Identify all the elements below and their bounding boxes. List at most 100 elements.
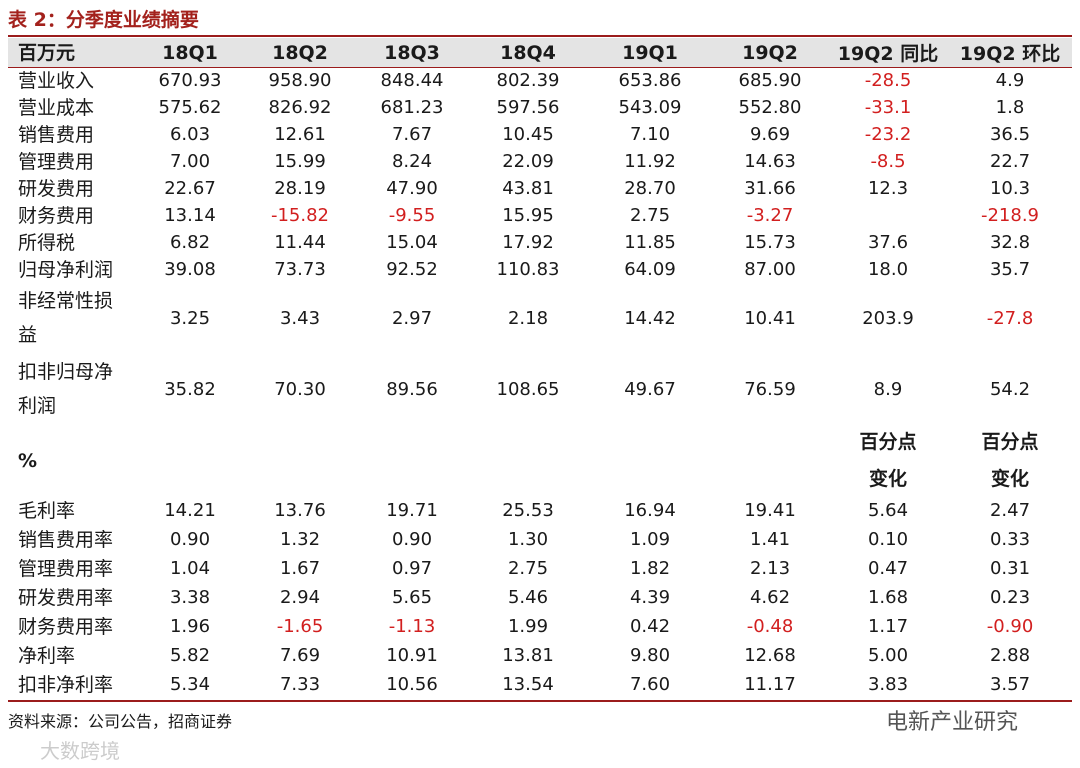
header-cell: 19Q2 环比 [959, 43, 1061, 65]
table-cell: 1.96 [169, 616, 211, 637]
table-cell: 6.82 [169, 232, 211, 253]
table-row: 归母净利润 39.08 73.73 92.52 110.83 64.09 87.00 18.0… [0, 256, 1080, 283]
table-cell: 110.83 [496, 259, 560, 280]
table-cell: 4.9 [995, 70, 1025, 91]
table-row: 销售费用率 0.90 1.32 0.90 1.30 1.09 1.41 0.10 0.33 [0, 525, 1080, 554]
table-cell: 653.86 [618, 70, 682, 91]
table-row: 扣非净利率 5.34 7.33 10.56 13.54 7.60 11.17 3.83 3.57 [0, 670, 1080, 699]
table-cell: -218.9 [980, 205, 1040, 226]
table-cell: -8.5 [870, 151, 906, 172]
table-cell: 0.90 [169, 529, 211, 550]
table-cell: 5.46 [507, 587, 549, 608]
table-cell: 87.00 [744, 259, 796, 280]
table-cell: 0.97 [391, 558, 433, 579]
table-cell: 35.82 [164, 378, 216, 400]
row-label: 财务费用 [18, 204, 95, 227]
table-cell: 0.42 [629, 616, 671, 637]
table-cell: 2.97 [391, 307, 433, 329]
table-cell: 39.08 [164, 259, 216, 280]
table-cell: 10.41 [744, 307, 796, 329]
table-cell: -23.2 [864, 124, 912, 145]
header-rule [8, 67, 1072, 68]
watermark: 电新产业研究 [886, 710, 1019, 735]
row-label: % [18, 450, 38, 472]
table-cell: 17.92 [502, 232, 554, 253]
table-cell: 1.99 [507, 616, 549, 637]
table-cell: 0.10 [867, 529, 909, 550]
table-cell: 7.67 [391, 124, 433, 145]
table-cell: 3.83 [867, 674, 909, 695]
table-cell: 5.65 [391, 587, 433, 608]
table-row: 营业收入 670.93 958.90 848.44 802.39 653.86 685.90… [0, 67, 1080, 94]
table-cell: 9.69 [749, 124, 791, 145]
header-cell: 19Q2 [742, 41, 798, 64]
header-cell: 19Q2 同比 [837, 43, 939, 65]
row-label: 扣非净利率 [18, 673, 114, 696]
table-cell: 70.30 [274, 378, 326, 400]
row-label: 扣非归母净利润 [18, 361, 114, 417]
header-bg [8, 38, 1072, 67]
table-cell: 13.76 [274, 500, 326, 521]
table-cell: 2.75 [507, 558, 549, 579]
table-cell: 1.68 [867, 587, 909, 608]
table-cell: 10.56 [386, 674, 438, 695]
table-cell: 2.88 [989, 645, 1031, 666]
header-cell: 18Q3 [384, 41, 440, 64]
row-label: 营业收入 [18, 69, 95, 92]
row-label: 归母净利润 [18, 258, 114, 281]
table-cell: 670.93 [158, 70, 222, 91]
table-cell: 64.09 [624, 259, 676, 280]
table-cell: 1.41 [749, 529, 791, 550]
table-cell: 681.23 [380, 97, 444, 118]
table-cell: 5.34 [169, 674, 211, 695]
table-cell: 9.80 [629, 645, 671, 666]
source: 资料来源：公司公告，招商证券 [8, 712, 233, 731]
table-cell: -0.90 [986, 616, 1034, 637]
table-row: % 百分点变化 百分点变化 [0, 425, 1080, 497]
table-cell: 575.62 [158, 97, 222, 118]
row-label: 毛利率 [18, 499, 76, 522]
table-cell: 47.90 [386, 178, 438, 199]
table-cell: 5.82 [169, 645, 211, 666]
table-row: 财务费用率 1.96 -1.65 -1.13 1.99 0.42 -0.48 1.17 -0.9… [0, 612, 1080, 641]
table-cell: 13.14 [164, 205, 216, 226]
table-cell: -1.65 [276, 616, 324, 637]
table-cell: 3.57 [989, 674, 1031, 695]
table-cell: 552.80 [738, 97, 802, 118]
table-cell: 36.5 [989, 124, 1031, 145]
table-cell: 4.62 [749, 587, 791, 608]
header-cell: 18Q2 [272, 41, 328, 64]
table-cell: 1.17 [867, 616, 909, 637]
table-cell: -3.27 [746, 205, 794, 226]
row-label: 营业成本 [18, 96, 95, 119]
table-row: 所得税 6.82 11.44 15.04 17.92 11.85 15.73 37.6 32.8 [0, 229, 1080, 256]
table-row: 销售费用 6.03 12.61 7.67 10.45 7.10 9.69 -23.2 36.5 [0, 121, 1080, 148]
table-row: 管理费用率 1.04 1.67 0.97 2.75 1.82 2.13 0.47 0.31 [0, 554, 1080, 583]
table-cell: 12.68 [744, 645, 796, 666]
table-cell: 43.81 [502, 178, 554, 199]
table-cell: 92.52 [386, 259, 438, 280]
table-cell: 108.65 [496, 378, 560, 400]
row-label: 研发费用 [18, 177, 95, 200]
table-cell: 12.3 [867, 178, 909, 199]
table-cell: 10.45 [502, 124, 554, 145]
row-label: 销售费用 [18, 123, 95, 146]
row-label: 非经常性损益 [18, 290, 114, 346]
header-cell: 18Q1 [162, 41, 218, 64]
table-cell: 8.24 [391, 151, 433, 172]
table-cell: 19.71 [386, 500, 438, 521]
table-cell: 22.67 [164, 178, 216, 199]
table-cell: -9.55 [388, 205, 436, 226]
bottom-rule [8, 700, 1072, 702]
table-cell: 11.44 [274, 232, 326, 253]
table-cell: 28.19 [274, 178, 326, 199]
table-cell: 2.18 [507, 307, 549, 329]
table-cell: 73.73 [274, 259, 326, 280]
table-cell: 685.90 [738, 70, 802, 91]
table-cell: 597.56 [496, 97, 560, 118]
table-cell: -33.1 [864, 97, 912, 118]
table-cell: 2.13 [749, 558, 791, 579]
table-cell: 1.82 [629, 558, 671, 579]
table-cell: 1.09 [629, 529, 671, 550]
table-cell: 35.7 [989, 259, 1031, 280]
